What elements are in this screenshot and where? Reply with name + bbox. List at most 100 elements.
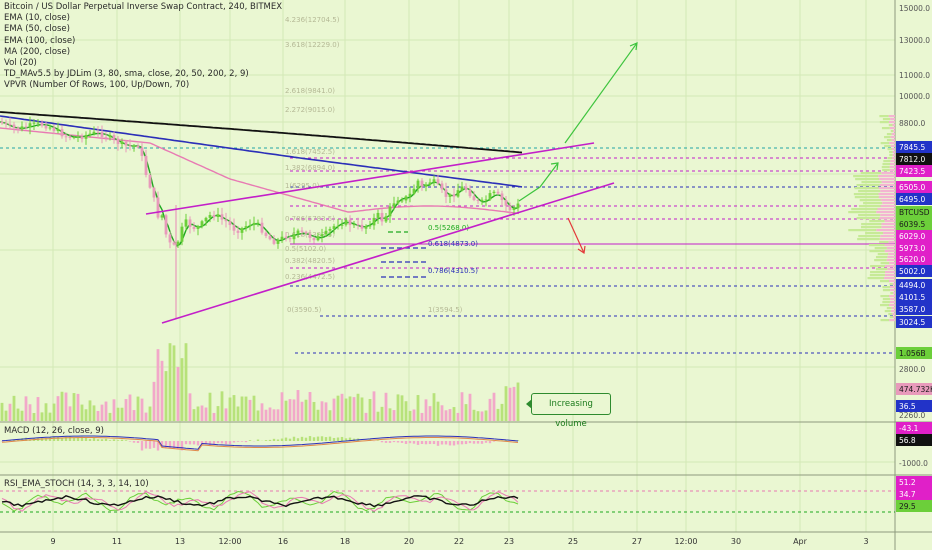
macd-histogram-bar [184, 441, 188, 445]
price-tag-bg [896, 383, 932, 395]
volume-bar [72, 393, 76, 421]
volume-bar [32, 412, 36, 421]
candle [280, 236, 284, 240]
indicator-ema50[interactable]: EMA (50, close) [4, 24, 70, 35]
fib-level-label: 2.272(9015.0) [285, 106, 335, 114]
candle [416, 180, 420, 189]
vpvr-bar [874, 247, 887, 250]
candle [32, 122, 36, 124]
macd-histogram-bar [452, 441, 456, 446]
macd-legend[interactable]: MACD (12, 26, close, 9) [4, 426, 104, 436]
time-axis-label: 13 [175, 537, 185, 546]
volume-bar [84, 409, 88, 421]
indicator-td-ma[interactable]: TD_MAv5.5 by JDLim (3, 80, sma, close, 2… [4, 69, 249, 80]
candle [448, 194, 452, 197]
vpvr-bar [879, 115, 889, 118]
macd-histogram-bar [180, 441, 184, 451]
vpvr-bar [870, 271, 886, 274]
vpvr-bar [855, 178, 880, 181]
price-tag: 6505.0 [899, 183, 925, 192]
volume-bar [224, 408, 228, 421]
candle [224, 219, 228, 222]
candle [148, 174, 152, 188]
volume-bars [0, 343, 520, 421]
candle [324, 230, 328, 235]
price-tag-bg [896, 500, 932, 512]
candle [364, 226, 368, 229]
vpvr-bar [889, 142, 895, 145]
volume-bar [176, 366, 180, 421]
candle [508, 205, 512, 211]
macd-histogram-bar [196, 441, 200, 446]
macd-histogram-bar [480, 441, 484, 444]
indicator-vpvr[interactable]: VPVR (Number Of Rows, 100, Up/Down, 70) [4, 80, 190, 91]
volume-bar [140, 398, 144, 421]
macd-histogram-bar [164, 441, 168, 449]
macd-histogram-bar [328, 436, 332, 441]
indicator-volume[interactable]: Vol (20) [4, 58, 37, 69]
time-axis-label: 20 [404, 537, 414, 546]
candle [440, 183, 444, 190]
vpvr-bar [893, 130, 895, 133]
macd-histogram-bar [100, 439, 104, 441]
vpvr-bar [886, 259, 895, 262]
vpvr-bar [869, 250, 885, 253]
volume-bar [124, 399, 128, 421]
upper-trendline [145, 142, 595, 215]
fib-level-label: 1.382(6894.0) [285, 164, 335, 172]
candle [492, 191, 496, 194]
volume-bar [428, 406, 432, 421]
candle [16, 127, 20, 130]
volume-bar [184, 343, 188, 421]
vpvr-bar [882, 202, 895, 205]
vpvr-bar [880, 142, 890, 145]
candle [428, 182, 432, 185]
vpvr-bar [889, 295, 895, 298]
vpvr-bar [881, 223, 895, 226]
vpvr-bar [868, 244, 885, 247]
candle [128, 145, 132, 147]
indicator-ema100[interactable]: EMA (100, close) [4, 35, 76, 46]
candle [452, 194, 456, 197]
candle [220, 214, 224, 220]
macd-histogram-bar [504, 440, 508, 441]
macd-histogram-bar [420, 441, 424, 444]
volume-bar [96, 410, 100, 421]
macd-histogram-bar [332, 437, 336, 441]
vpvr-bar [854, 187, 879, 190]
candle [40, 122, 44, 126]
volume-bar [312, 401, 316, 421]
vpvr-bar [884, 250, 895, 253]
candle [352, 224, 356, 226]
volume-bar [480, 411, 484, 421]
volume-bar [412, 409, 416, 421]
vpvr-bar [882, 298, 891, 301]
price-tag-bg [896, 153, 932, 165]
candle [384, 216, 388, 222]
volume-bar [52, 403, 56, 421]
candle [64, 136, 68, 138]
indicator-ema10[interactable]: EMA (10, close) [4, 13, 70, 24]
candle [28, 123, 32, 128]
indicator-ma200[interactable]: MA (200, close) [4, 46, 71, 57]
candle [456, 190, 460, 197]
volume-bar [308, 392, 312, 421]
vpvr-bar [887, 157, 892, 160]
macd-histogram-bar [488, 441, 492, 444]
price-tag-bg [896, 165, 932, 177]
rsi-legend[interactable]: RSI_EMA_STOCH (14, 3, 3, 14, 10) [4, 479, 149, 489]
candle [232, 225, 236, 231]
price-tag-bg [896, 347, 932, 359]
macd-histogram-bar [16, 439, 20, 441]
vpvr-bar [879, 178, 895, 181]
volume-bar [484, 410, 488, 421]
candle [464, 186, 468, 190]
candle [328, 228, 332, 231]
volume-bar [352, 397, 356, 421]
candle [344, 219, 348, 225]
candle [380, 212, 384, 222]
candle [164, 215, 168, 235]
vpvr-bar [865, 232, 884, 235]
volume-bar [92, 405, 96, 421]
price-tag: 4494.0 [899, 281, 925, 290]
